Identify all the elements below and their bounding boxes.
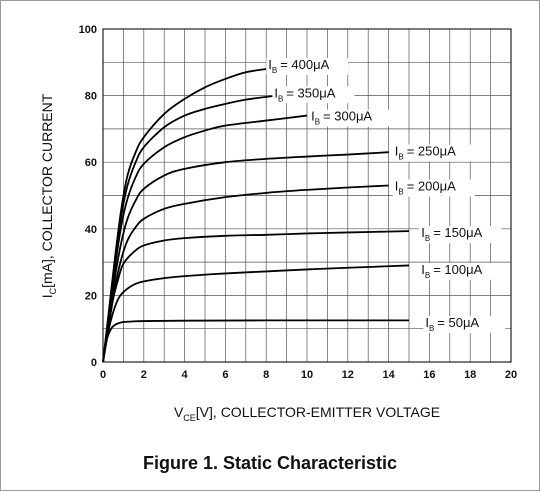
y-tick-label: 0 [91, 357, 97, 369]
curve-ib-400ua [102, 68, 267, 363]
x-axis-label: VCE[V], COLLECTOR-EMITTER VOLTAGE [174, 404, 440, 423]
x-tick-label: 20 [505, 369, 517, 381]
curve-label: IB = 100μA [421, 262, 482, 280]
figure-caption: Figure 1. Static Characteristic [142, 453, 398, 473]
curve-label: IB = 400μA [268, 57, 329, 75]
curve-label: IB = 200μA [395, 179, 456, 197]
curve-label-bg [419, 226, 502, 244]
curve-label: IB = 300μA [311, 109, 372, 127]
curve-ib-250ua [102, 151, 389, 363]
curve-label-bg [423, 316, 506, 334]
x-tick-label: 12 [342, 369, 354, 381]
y-axis-label: IC[mA], COLLECTOR CURRENT [39, 93, 58, 298]
curve-label-bg [392, 179, 475, 197]
x-tick-labels: 0 2 4 6 8 10 12 14 16 18 20 [100, 369, 517, 381]
curve-ib-150ua [102, 230, 410, 363]
curve-group [102, 68, 410, 363]
x-tick-label: 0 [100, 369, 106, 381]
curve-label: IB = 150μA [421, 225, 482, 243]
curve-label: IB = 50μA [425, 315, 479, 333]
y-tick-labels: 0 20 40 60 80 100 [79, 24, 97, 369]
y-tick-label: 60 [85, 157, 97, 169]
curve-label-bg [392, 144, 475, 162]
curve-label: IB = 250μA [395, 144, 456, 162]
x-tick-label: 6 [222, 369, 228, 381]
curve-label-bg [266, 57, 349, 75]
curve-label-group: IB = 50μA IB = 100μA IB = 150μA IB = 200μA IB = 2… [266, 57, 506, 334]
plot-border [102, 28, 512, 363]
curve-label: IB = 350μA [274, 85, 335, 103]
x-tick-label: 14 [382, 369, 395, 381]
y-tick-label: 40 [85, 224, 97, 236]
x-tick-label: 4 [182, 369, 189, 381]
x-tick-label: 10 [301, 369, 313, 381]
y-tick-label: 80 [85, 91, 97, 103]
y-tick-label: 100 [79, 24, 97, 36]
curve-ib-100ua [102, 264, 410, 363]
curve-label-bg [309, 109, 392, 127]
curve-label-bg [419, 262, 502, 280]
x-tick-label: 18 [464, 369, 476, 381]
x-tick-label: 2 [141, 369, 147, 381]
curve-ib-200ua [102, 184, 389, 363]
curve-ib-50ua [102, 319, 410, 363]
y-tick-label: 20 [85, 290, 97, 302]
x-tick-label: 16 [423, 369, 435, 381]
chart-grid [103, 29, 511, 362]
chart-axes [102, 28, 512, 363]
x-tick-label: 8 [263, 369, 269, 381]
curve-label-bg [272, 86, 355, 104]
